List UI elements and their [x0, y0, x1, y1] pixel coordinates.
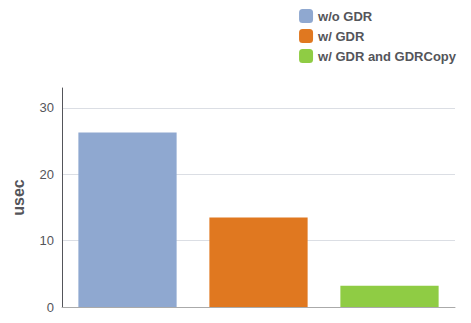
svg-text:20: 20: [40, 167, 54, 182]
svg-text:w/ GDR: w/ GDR: [317, 29, 365, 44]
svg-text:30: 30: [40, 100, 54, 115]
svg-text:usec: usec: [10, 179, 27, 216]
svg-text:w/ GDR and GDRCopy: w/ GDR and GDRCopy: [317, 49, 457, 64]
svg-text:0: 0: [47, 300, 54, 315]
svg-text:w/o GDR: w/o GDR: [317, 9, 373, 24]
svg-text:10: 10: [40, 233, 54, 248]
